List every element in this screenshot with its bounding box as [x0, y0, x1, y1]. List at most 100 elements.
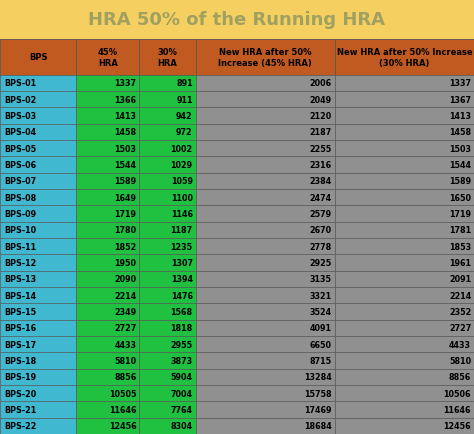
FancyBboxPatch shape [0, 173, 76, 190]
Text: 17469: 17469 [304, 405, 332, 414]
FancyBboxPatch shape [196, 125, 335, 141]
Text: BPS-16: BPS-16 [4, 324, 36, 332]
FancyBboxPatch shape [196, 255, 335, 271]
FancyBboxPatch shape [335, 206, 474, 222]
FancyBboxPatch shape [0, 108, 76, 125]
Text: 1367: 1367 [449, 95, 471, 105]
FancyBboxPatch shape [139, 238, 196, 255]
FancyBboxPatch shape [76, 352, 139, 369]
FancyBboxPatch shape [335, 287, 474, 304]
FancyBboxPatch shape [196, 76, 335, 92]
FancyBboxPatch shape [76, 92, 139, 108]
FancyBboxPatch shape [139, 125, 196, 141]
FancyBboxPatch shape [139, 336, 196, 352]
FancyBboxPatch shape [139, 369, 196, 385]
FancyBboxPatch shape [335, 418, 474, 434]
Text: 8856: 8856 [449, 372, 471, 381]
FancyBboxPatch shape [0, 320, 76, 336]
Text: 5904: 5904 [171, 372, 193, 381]
Text: 1544: 1544 [449, 161, 471, 170]
Text: 972: 972 [176, 128, 193, 137]
Text: BPS-04: BPS-04 [4, 128, 36, 137]
Text: 1950: 1950 [114, 258, 137, 267]
Text: 11646: 11646 [444, 405, 471, 414]
FancyBboxPatch shape [335, 369, 474, 385]
Text: 5810: 5810 [449, 356, 471, 365]
Text: 1568: 1568 [171, 307, 193, 316]
FancyBboxPatch shape [335, 173, 474, 190]
FancyBboxPatch shape [0, 40, 76, 76]
Text: 1781: 1781 [449, 226, 471, 235]
FancyBboxPatch shape [196, 352, 335, 369]
FancyBboxPatch shape [196, 173, 335, 190]
FancyBboxPatch shape [196, 157, 335, 173]
Text: BPS-22: BPS-22 [4, 421, 36, 431]
Text: 1961: 1961 [449, 258, 471, 267]
FancyBboxPatch shape [139, 190, 196, 206]
Text: 30%
HRA: 30% HRA [157, 48, 177, 67]
Text: 13284: 13284 [304, 372, 332, 381]
Text: 1458: 1458 [114, 128, 137, 137]
FancyBboxPatch shape [335, 401, 474, 418]
Text: 3135: 3135 [310, 275, 332, 284]
Text: 10505: 10505 [109, 389, 137, 398]
FancyBboxPatch shape [196, 401, 335, 418]
Text: 1100: 1100 [171, 193, 193, 202]
Text: 12456: 12456 [444, 421, 471, 431]
Text: BPS: BPS [29, 53, 47, 62]
Text: 10506: 10506 [444, 389, 471, 398]
FancyBboxPatch shape [0, 304, 76, 320]
FancyBboxPatch shape [196, 336, 335, 352]
FancyBboxPatch shape [76, 206, 139, 222]
Text: BPS-12: BPS-12 [4, 258, 36, 267]
FancyBboxPatch shape [76, 125, 139, 141]
Text: 1029: 1029 [171, 161, 193, 170]
FancyBboxPatch shape [76, 76, 139, 92]
Text: 2090: 2090 [114, 275, 137, 284]
FancyBboxPatch shape [139, 255, 196, 271]
Text: 1649: 1649 [114, 193, 137, 202]
FancyBboxPatch shape [0, 0, 474, 40]
FancyBboxPatch shape [76, 304, 139, 320]
FancyBboxPatch shape [0, 255, 76, 271]
Text: BPS-05: BPS-05 [4, 145, 36, 153]
FancyBboxPatch shape [76, 336, 139, 352]
Text: BPS-06: BPS-06 [4, 161, 36, 170]
Text: 2187: 2187 [310, 128, 332, 137]
Text: 2214: 2214 [114, 291, 137, 300]
Text: 2120: 2120 [310, 112, 332, 121]
FancyBboxPatch shape [335, 92, 474, 108]
Text: 15758: 15758 [304, 389, 332, 398]
Text: 2925: 2925 [310, 258, 332, 267]
FancyBboxPatch shape [0, 206, 76, 222]
FancyBboxPatch shape [335, 255, 474, 271]
Text: BPS-13: BPS-13 [4, 275, 36, 284]
Text: 2727: 2727 [114, 324, 137, 332]
Text: 4091: 4091 [310, 324, 332, 332]
Text: 1544: 1544 [114, 161, 137, 170]
Text: BPS-01: BPS-01 [4, 79, 36, 88]
FancyBboxPatch shape [196, 320, 335, 336]
Text: 11646: 11646 [109, 405, 137, 414]
FancyBboxPatch shape [76, 255, 139, 271]
Text: 1458: 1458 [449, 128, 471, 137]
Text: 1337: 1337 [449, 79, 471, 88]
FancyBboxPatch shape [76, 418, 139, 434]
Text: 1394: 1394 [171, 275, 193, 284]
FancyBboxPatch shape [139, 352, 196, 369]
FancyBboxPatch shape [335, 108, 474, 125]
FancyBboxPatch shape [196, 206, 335, 222]
Text: 1002: 1002 [171, 145, 193, 153]
Text: BPS-09: BPS-09 [4, 210, 36, 218]
Text: 7004: 7004 [171, 389, 193, 398]
Text: BPS-03: BPS-03 [4, 112, 36, 121]
Text: 8304: 8304 [171, 421, 193, 431]
FancyBboxPatch shape [196, 271, 335, 287]
Text: 4433: 4433 [449, 340, 471, 349]
FancyBboxPatch shape [196, 304, 335, 320]
FancyBboxPatch shape [76, 108, 139, 125]
Text: New HRA after 50%
Increase (45% HRA): New HRA after 50% Increase (45% HRA) [219, 48, 312, 67]
FancyBboxPatch shape [139, 271, 196, 287]
FancyBboxPatch shape [196, 385, 335, 401]
FancyBboxPatch shape [0, 369, 76, 385]
